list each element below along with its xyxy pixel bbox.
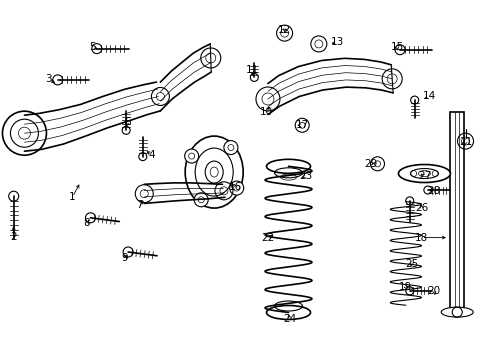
Text: 11: 11 bbox=[245, 65, 259, 75]
Text: 10: 10 bbox=[260, 107, 272, 117]
Text: 20: 20 bbox=[427, 286, 440, 296]
Circle shape bbox=[229, 181, 243, 195]
Text: 22: 22 bbox=[261, 233, 274, 243]
Text: 17: 17 bbox=[295, 120, 308, 130]
Ellipse shape bbox=[195, 148, 233, 196]
Circle shape bbox=[224, 140, 237, 154]
Text: 3: 3 bbox=[45, 74, 52, 84]
Bar bbox=[454, 112, 458, 315]
Text: 5: 5 bbox=[89, 42, 96, 52]
Bar bbox=[449, 112, 463, 315]
Text: 29: 29 bbox=[363, 159, 377, 169]
Text: 16: 16 bbox=[228, 182, 242, 192]
Text: 19: 19 bbox=[398, 282, 412, 292]
Text: 15: 15 bbox=[389, 42, 403, 52]
Text: 24: 24 bbox=[282, 314, 296, 324]
Text: 18: 18 bbox=[414, 233, 427, 243]
Text: 28: 28 bbox=[427, 186, 440, 196]
Ellipse shape bbox=[398, 165, 449, 183]
Text: 8: 8 bbox=[83, 218, 90, 228]
Text: 1: 1 bbox=[69, 192, 76, 202]
Text: 14: 14 bbox=[422, 91, 435, 102]
Text: 26: 26 bbox=[414, 203, 427, 213]
Circle shape bbox=[194, 193, 208, 207]
Text: 2: 2 bbox=[10, 232, 17, 242]
Text: 25: 25 bbox=[404, 258, 418, 269]
Text: 27: 27 bbox=[417, 171, 430, 181]
Text: 9: 9 bbox=[122, 253, 128, 264]
Text: 13: 13 bbox=[330, 37, 344, 48]
Text: 6: 6 bbox=[123, 117, 130, 127]
Text: 4: 4 bbox=[148, 150, 155, 160]
Text: 7: 7 bbox=[136, 200, 142, 210]
Text: 21: 21 bbox=[458, 137, 471, 147]
Ellipse shape bbox=[440, 307, 472, 317]
Text: 12: 12 bbox=[277, 24, 291, 35]
Text: 23: 23 bbox=[298, 171, 312, 181]
Circle shape bbox=[184, 149, 198, 163]
